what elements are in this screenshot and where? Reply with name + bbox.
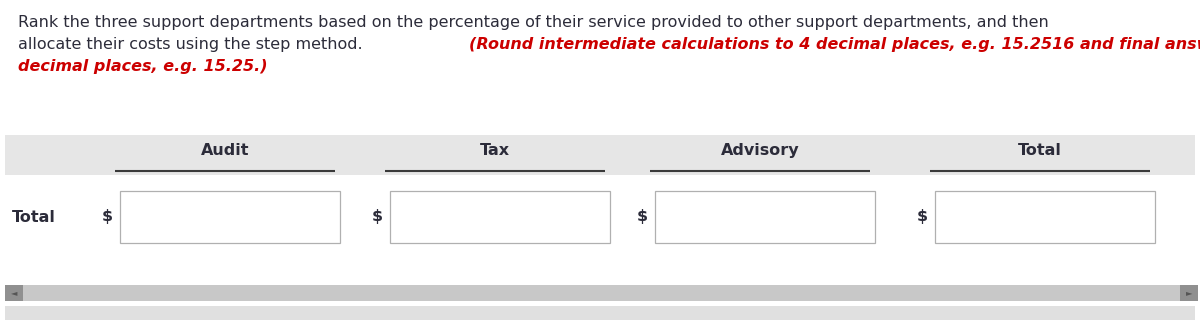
Text: $: $ [637,210,648,225]
Bar [23,285,1180,301]
Bar [1180,285,1198,301]
Text: Advisory: Advisory [721,143,799,158]
Text: Tax: Tax [480,143,510,158]
Bar [5,285,23,301]
Text: allocate their costs using the step method.: allocate their costs using the step meth… [18,37,367,52]
Text: $: $ [917,210,928,225]
Text: $: $ [372,210,383,225]
Text: ►: ► [1186,289,1193,297]
Text: (Round intermediate calculations to 4 decimal places, e.g. 15.2516 and final ans: (Round intermediate calculations to 4 de… [469,37,1200,52]
Text: decimal places, e.g. 15.25.): decimal places, e.g. 15.25.) [18,59,268,74]
Bar [5,306,1195,320]
Text: Total: Total [12,210,56,225]
Text: ◄: ◄ [11,289,17,297]
Bar [390,191,610,243]
Bar [655,191,875,243]
Bar [5,135,1195,175]
Text: Audit: Audit [200,143,250,158]
Text: $: $ [102,210,113,225]
Text: Total: Total [1018,143,1062,158]
Bar [120,191,340,243]
Bar [935,191,1154,243]
Text: Rank the three support departments based on the percentage of their service prov: Rank the three support departments based… [18,15,1049,30]
